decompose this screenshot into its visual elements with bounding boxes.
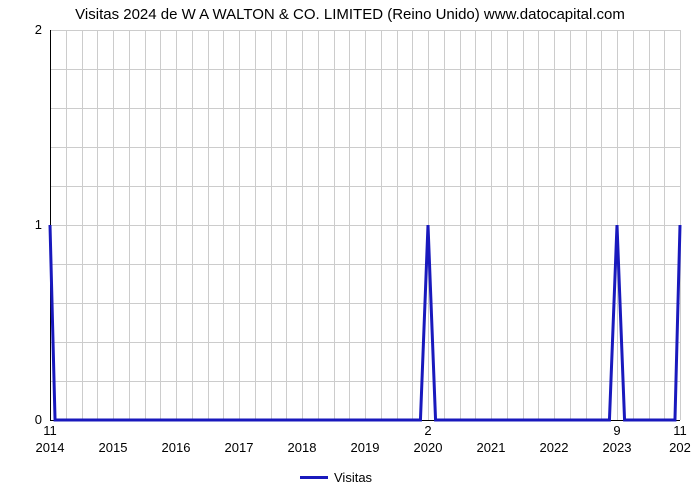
y-tick-label: 0 (20, 412, 42, 427)
x-tick-label: 2019 (351, 440, 380, 455)
x-tick-label: 2023 (603, 440, 632, 455)
series-line (50, 30, 680, 420)
legend: Visitas (300, 470, 372, 485)
x-tick-label: 2018 (288, 440, 317, 455)
point-value-label: 9 (613, 423, 620, 438)
x-tick-label: 2021 (477, 440, 506, 455)
plot-area (50, 30, 680, 420)
point-value-label: 2 (424, 423, 431, 438)
x-tick-label: 202 (669, 440, 691, 455)
y-tick-label: 2 (20, 22, 42, 37)
point-value-label: 11 (43, 423, 57, 438)
x-tick-label: 2022 (540, 440, 569, 455)
y-tick-label: 1 (20, 217, 42, 232)
x-tick-label: 2020 (414, 440, 443, 455)
x-tick-label: 2014 (36, 440, 65, 455)
legend-swatch (300, 476, 328, 479)
x-tick-label: 2016 (162, 440, 191, 455)
gridline-v (680, 30, 681, 420)
chart-title: Visitas 2024 de W A WALTON & CO. LIMITED… (0, 6, 700, 23)
x-tick-label: 2017 (225, 440, 254, 455)
x-tick-label: 2015 (99, 440, 128, 455)
chart-container: Visitas 2024 de W A WALTON & CO. LIMITED… (0, 0, 700, 500)
point-value-label: 11 (673, 423, 687, 438)
legend-label: Visitas (334, 470, 372, 485)
